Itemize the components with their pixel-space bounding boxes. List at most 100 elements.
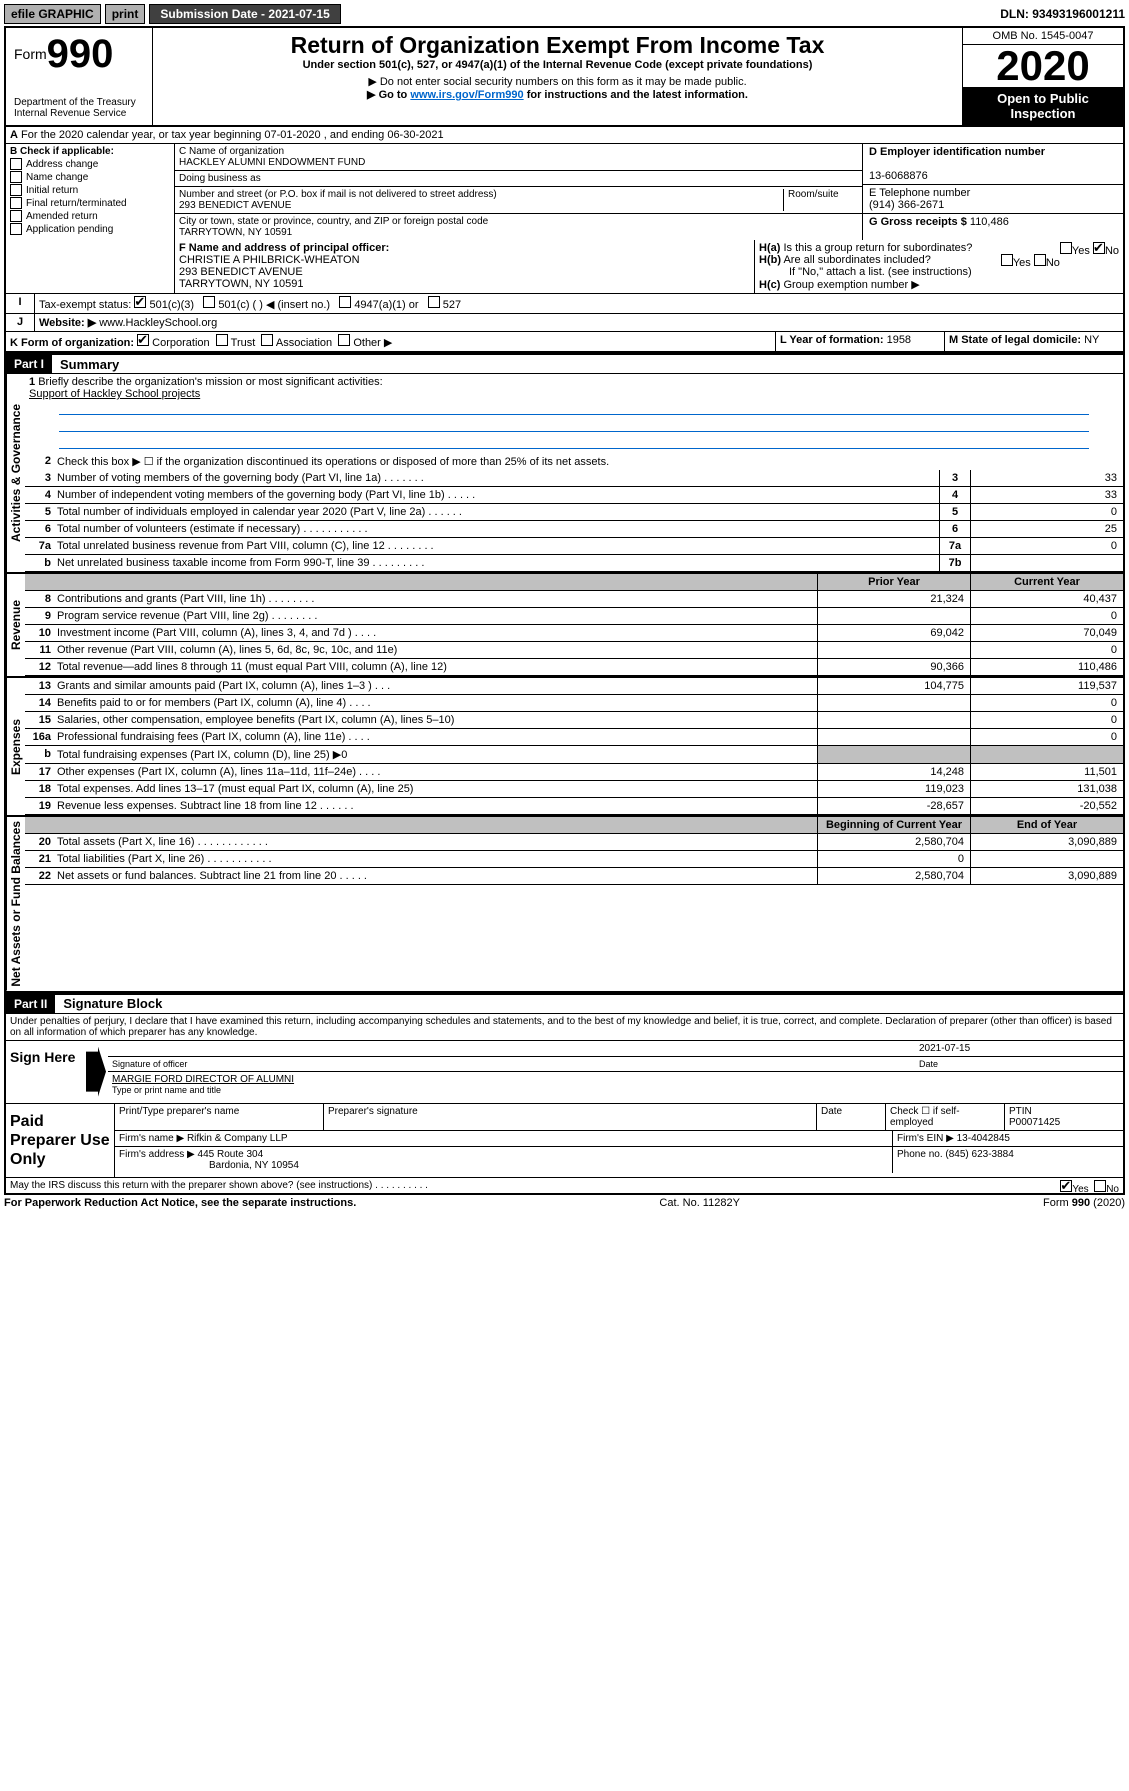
section-a: A For the 2020 calendar year, or tax yea… (4, 127, 1125, 144)
header-left: Form990 Department of the Treasury Inter… (6, 28, 153, 125)
firm-phone: (845) 623-3884 (945, 1149, 1013, 1160)
check-b-label: B Check if applicable: (10, 146, 114, 157)
city-label: City or town, state or province, country… (179, 216, 488, 227)
hb-text: Are all subordinates included? (783, 254, 930, 266)
vl-governance: Activities & Governance (6, 374, 25, 572)
top-bar: efile GRAPHIC print Submission Date - 20… (4, 4, 1125, 24)
opt-address: Address change (26, 159, 98, 170)
cb-ha-no[interactable] (1093, 242, 1105, 254)
cb-final[interactable] (10, 197, 22, 209)
footer-right: Form 990 (2020) (1043, 1197, 1125, 1209)
sig-officer-label: Signature of officer (112, 1059, 919, 1069)
prior-year-header: Prior Year (817, 574, 970, 590)
net-assets-section: Net Assets or Fund Balances Beginning of… (4, 817, 1125, 993)
ein: 13-6068876 (869, 170, 928, 182)
open-public: Open to Public Inspection (963, 87, 1123, 125)
table-row: 20Total assets (Part X, line 16) . . . .… (25, 834, 1123, 851)
tax-year: 2020 (963, 45, 1123, 87)
main-title: Return of Organization Exempt From Incom… (157, 32, 958, 59)
d-label: D Employer identification number (869, 146, 1045, 158)
firm-name: Rifkin & Company LLP (187, 1133, 288, 1144)
tax-exempt-label: Tax-exempt status: (39, 299, 131, 311)
table-row: 8Contributions and grants (Part VIII, li… (25, 591, 1123, 608)
subtitle: Under section 501(c), 527, or 4947(a)(1)… (157, 59, 958, 71)
gross-receipts: 110,486 (970, 216, 1009, 228)
firm-addr1: 445 Route 304 (198, 1149, 264, 1160)
cb-initial[interactable] (10, 184, 22, 196)
cb-assoc[interactable] (261, 334, 273, 346)
cb-trust[interactable] (216, 334, 228, 346)
org-city: TARRYTOWN, NY 10591 (179, 227, 292, 238)
hc-text: Group exemption number ▶ (783, 279, 919, 291)
officer-addr: 293 BENEDICT AVENUE (179, 266, 303, 278)
opt-initial: Initial return (26, 185, 78, 196)
table-row: 15Salaries, other compensation, employee… (25, 712, 1123, 729)
opt-assoc: Association (276, 337, 332, 349)
cb-name-change[interactable] (10, 171, 22, 183)
officer-name-title: MARGIE FORD DIRECTOR OF ALUMNI (112, 1074, 1119, 1085)
section-a-text: For the 2020 calendar year, or tax year … (21, 129, 444, 141)
part-1-tag: Part I (6, 355, 52, 373)
cb-501c3[interactable] (134, 296, 146, 308)
efile-button[interactable]: efile GRAPHIC (4, 4, 101, 24)
opt-501c3: 501(c)(3) (149, 299, 194, 311)
table-row: 22Net assets or fund balances. Subtract … (25, 868, 1123, 885)
cb-amended[interactable] (10, 210, 22, 222)
cb-pending[interactable] (10, 223, 22, 235)
cb-discuss-yes[interactable] (1060, 1180, 1072, 1192)
org-info-column: C Name of organization HACKLEY ALUMNI EN… (175, 144, 863, 240)
expenses-section: Expenses 13Grants and similar amounts pa… (4, 678, 1125, 817)
discuss-text: May the IRS discuss this return with the… (10, 1180, 428, 1191)
org-address: 293 BENEDICT AVENUE (179, 200, 291, 211)
form-label: Form (14, 46, 47, 62)
firm-ein: 13-4042845 (957, 1133, 1010, 1144)
cb-hb-yes[interactable] (1001, 254, 1013, 266)
cb-ha-yes[interactable] (1060, 242, 1072, 254)
cb-hb-no[interactable] (1034, 254, 1046, 266)
table-row: 17Other expenses (Part IX, column (A), l… (25, 764, 1123, 781)
website-label: Website: ▶ (39, 317, 96, 329)
signature-block: Under penalties of perjury, I declare th… (4, 1014, 1125, 1196)
line2-text: Check this box ▶ ☐ if the organization d… (53, 453, 1123, 470)
cb-corp[interactable] (137, 334, 149, 346)
sub-date: 2021-07-15 (268, 7, 329, 21)
table-row: 11Other revenue (Part VIII, column (A), … (25, 642, 1123, 659)
l-label: L Year of formation: (780, 334, 884, 346)
mission-text: Support of Hackley School projects (29, 388, 1119, 400)
opt-pending: Application pending (26, 224, 113, 235)
cb-4947[interactable] (339, 296, 351, 308)
opt-other: Other ▶ (353, 337, 392, 349)
line1-label: Briefly describe the organization's miss… (38, 376, 382, 388)
governance-section: Activities & Governance 1 Briefly descri… (4, 374, 1125, 574)
tax-exempt-row: I Tax-exempt status: 501(c)(3) 501(c) ( … (4, 294, 1125, 314)
print-button[interactable]: print (105, 4, 146, 24)
submission-date-button[interactable]: Submission Date - 2021-07-15 (149, 4, 340, 24)
opt-501c: 501(c) ( ) ◀ (insert no.) (218, 299, 330, 311)
cb-discuss-no[interactable] (1094, 1180, 1106, 1192)
goto-pre: ▶ Go to (367, 89, 410, 101)
irs-link[interactable]: www.irs.gov/Form990 (410, 89, 523, 101)
header-right: OMB No. 1545-0047 2020 Open to Public In… (962, 28, 1123, 125)
goto-post: for instructions and the latest informat… (524, 89, 748, 101)
cb-address-change[interactable] (10, 158, 22, 170)
c-label: C Name of organization (179, 146, 284, 157)
opt-amended: Amended return (26, 211, 98, 222)
prep-sig-label: Preparer's signature (324, 1104, 817, 1130)
cb-other[interactable] (338, 334, 350, 346)
firm-addr-label: Firm's address ▶ (119, 1149, 195, 1160)
room-suite: Room/suite (783, 189, 858, 211)
sig-date: 2021-07-15 (919, 1043, 1119, 1054)
cb-501c[interactable] (203, 296, 215, 308)
cb-527[interactable] (428, 296, 440, 308)
footer-left: For Paperwork Reduction Act Notice, see … (4, 1197, 356, 1209)
firm-ein-label: Firm's EIN ▶ (897, 1133, 954, 1144)
paid-preparer-section: Paid Preparer Use Only Print/Type prepar… (6, 1104, 1123, 1178)
phone-label: Phone no. (897, 1149, 943, 1160)
officer-name: CHRISTIE A PHILBRICK-WHEATON (179, 254, 360, 266)
officer-city: TARRYTOWN, NY 10591 (179, 278, 304, 290)
right-info-column: D Employer identification number 13-6068… (863, 144, 1123, 240)
table-row: 19Revenue less expenses. Subtract line 1… (25, 798, 1123, 815)
org-name: HACKLEY ALUMNI ENDOWMENT FUND (179, 157, 365, 168)
table-row: 5Total number of individuals employed in… (25, 504, 1123, 521)
table-row: 13Grants and similar amounts paid (Part … (25, 678, 1123, 695)
